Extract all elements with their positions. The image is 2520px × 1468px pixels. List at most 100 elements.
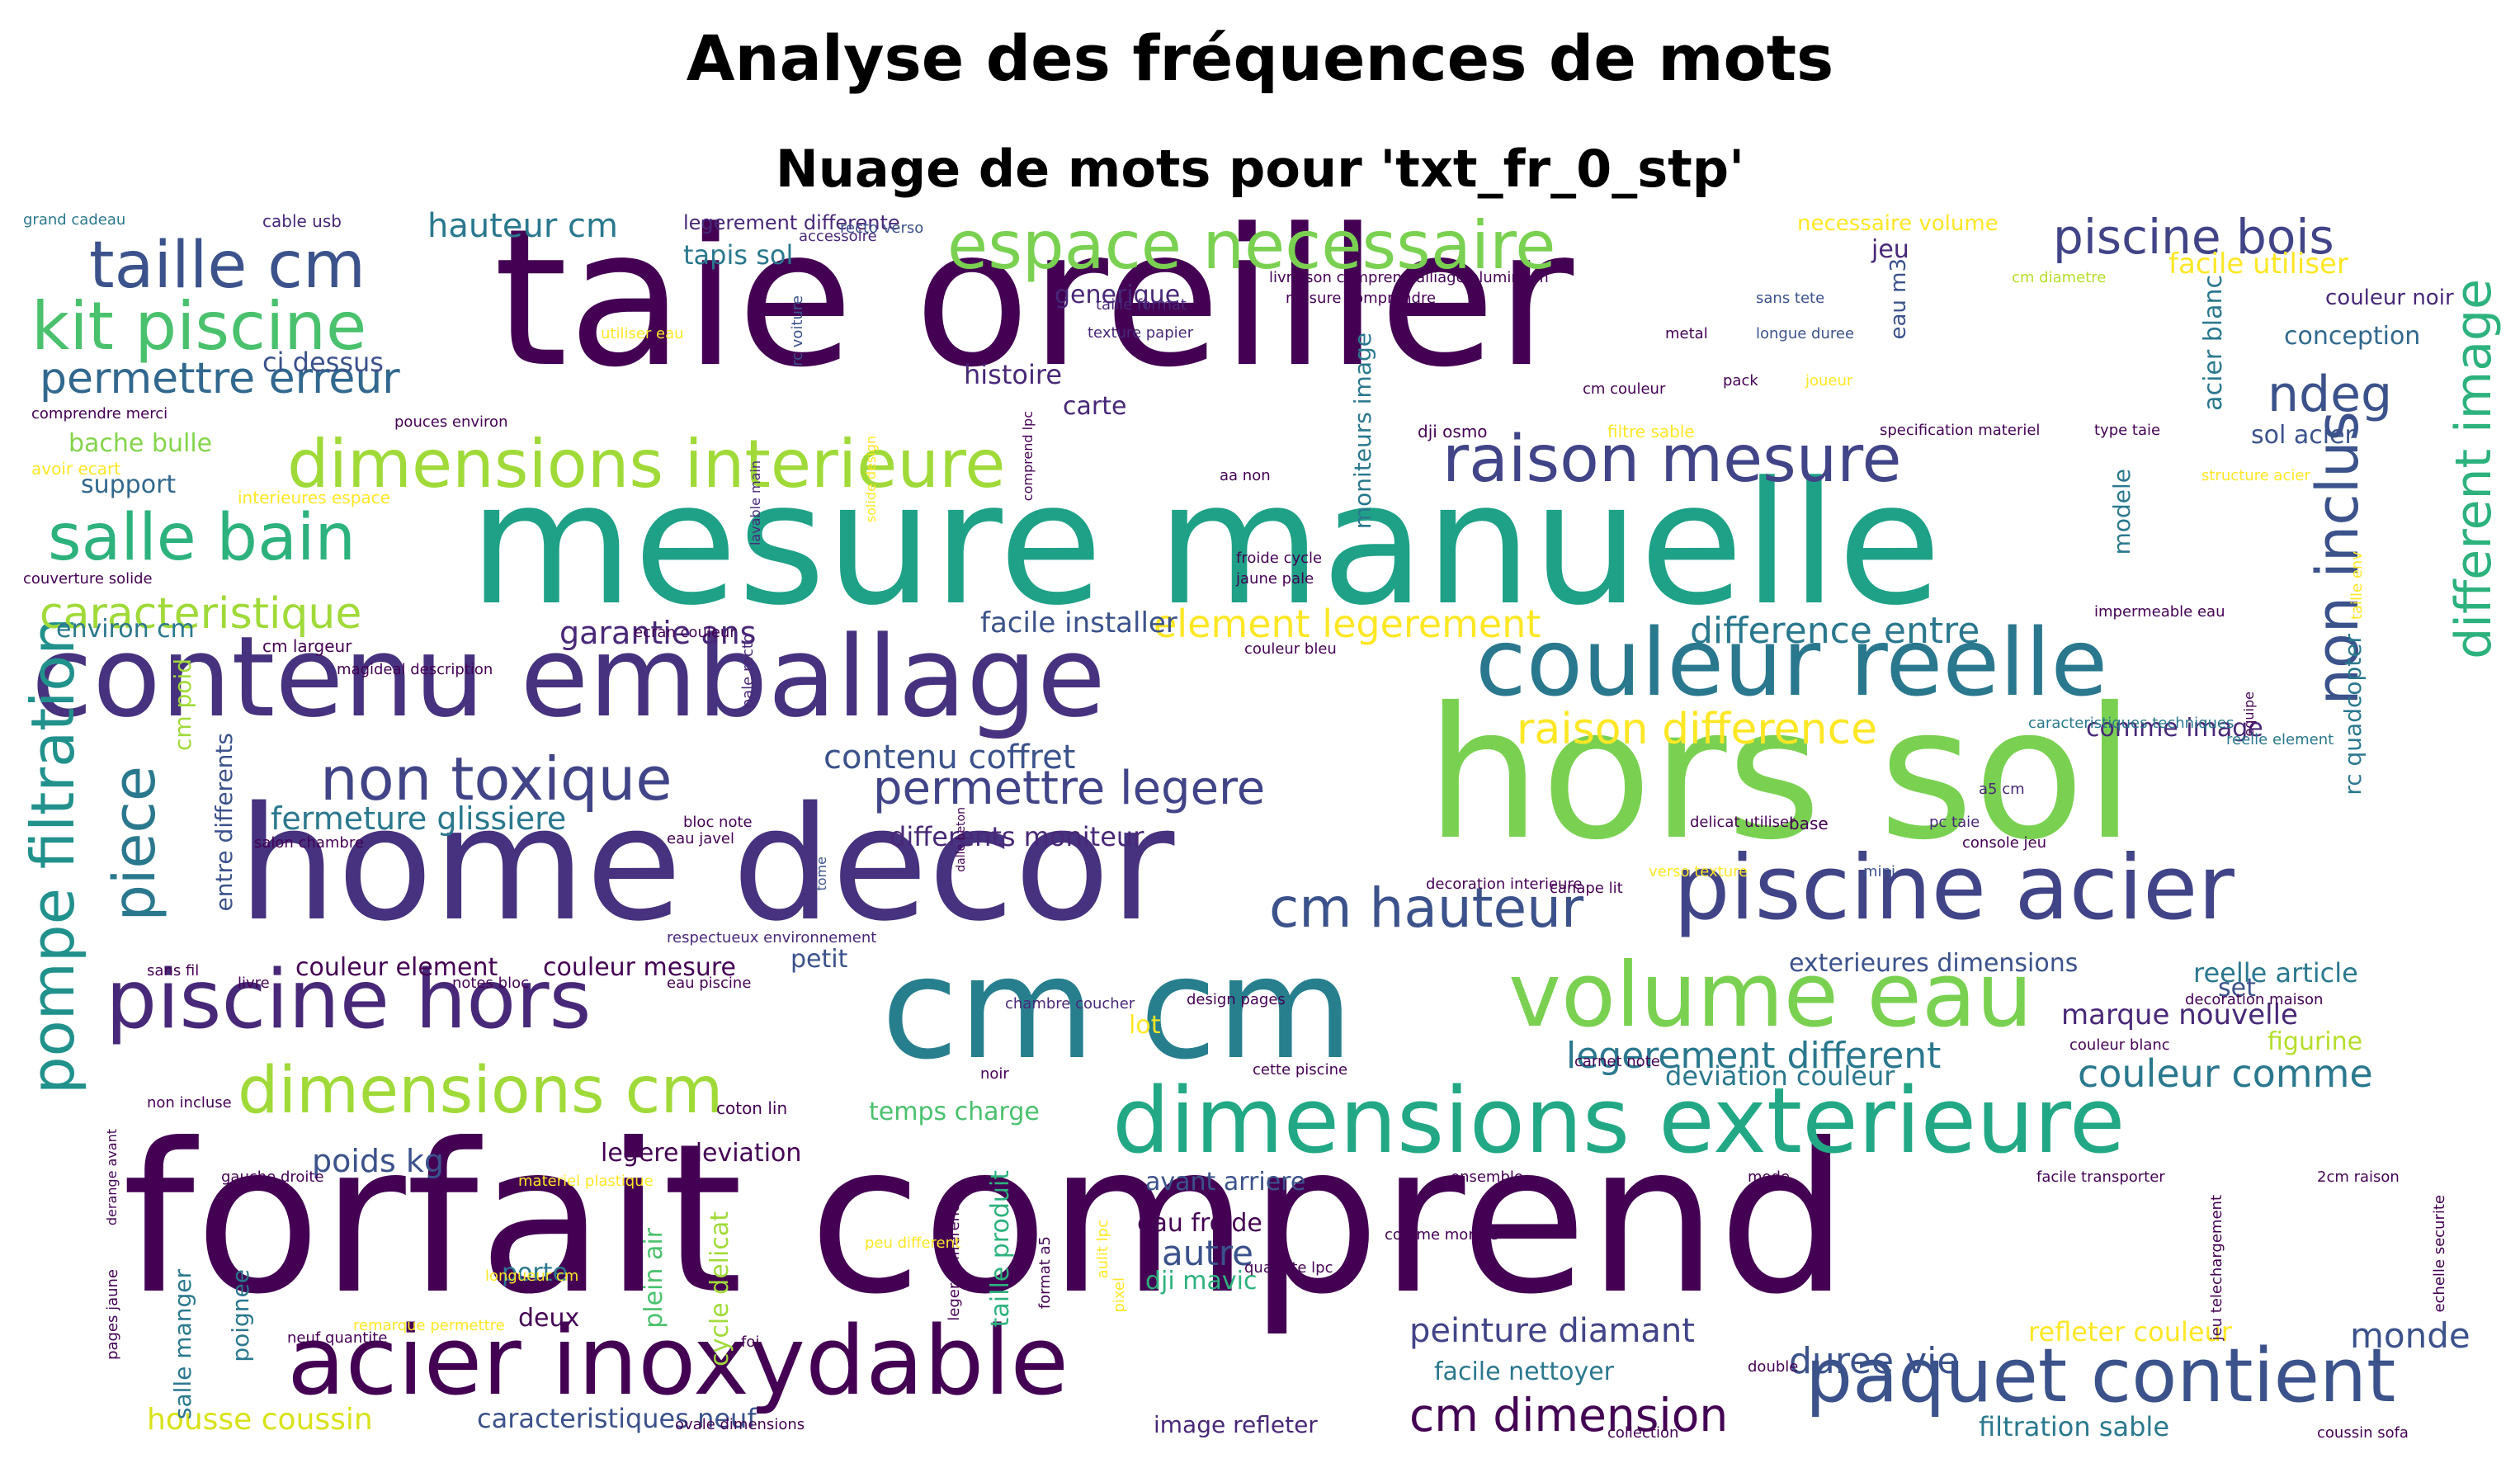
word-delicat-utiliser: delicat utiliser	[1690, 814, 1796, 831]
word-fermeture-glissiere: fermeture glissiere	[271, 800, 567, 837]
word-lavable-main: lavable main	[748, 460, 763, 546]
word-impermeable-eau: impermeable eau	[2094, 603, 2225, 621]
word-home-decor: home decor	[238, 773, 1175, 956]
word-taille-env: taille env	[2348, 551, 2366, 621]
word-conception: conception	[2284, 322, 2421, 351]
word-chambre-coucher: chambre coucher	[1005, 995, 1135, 1012]
word-couleur-blanc: couleur blanc	[2069, 1036, 2170, 1054]
word-echelle-securite: echelle securite	[2431, 1195, 2448, 1313]
word-paquet-contient: paquet contient	[1805, 1333, 2396, 1419]
word-poids-kg: poids kg	[312, 1143, 445, 1179]
word-derange-avant: derange avant	[104, 1129, 120, 1226]
word-cm-largeur: cm largeur	[262, 636, 352, 656]
word-cycle-delicat: cycle delicat	[706, 1211, 734, 1367]
word-quantite-lpc: quantite lpc	[1244, 1259, 1333, 1277]
word-facile-utiliser: facile utiliser	[2168, 248, 2348, 281]
word-espace-necessaire: espace necessaire	[947, 207, 1556, 284]
word-ensemble: ensemble	[1451, 1168, 1523, 1186]
word-mesure-comprendre: mesure comprendre	[1286, 290, 1437, 307]
word-contenu-emballage: contenu emballage	[31, 612, 1106, 742]
word-couleur-mesure: couleur mesure	[543, 953, 736, 982]
word-caracteristiques-techniques: caracteristiques techniques	[2028, 715, 2234, 732]
word-recto-verso: recto verso	[840, 219, 924, 237]
word-acier-blanc: acier blanc	[2199, 275, 2228, 411]
word-notes-bloc: notes bloc	[452, 975, 529, 992]
word-sans-tete: sans tete	[1756, 290, 1825, 307]
word-difference-entre: difference entre	[1690, 610, 1980, 652]
word-legere-difference: legere difference	[946, 1195, 963, 1321]
word-accessoire: accessoire	[799, 228, 877, 245]
word-pale-recto: pale recto	[739, 634, 757, 709]
word-taie-oreiller: taie oreiller	[493, 205, 1574, 409]
word-ndeg: ndeg	[2268, 366, 2393, 423]
word-collection: collection	[1607, 1424, 1679, 1442]
word-cloud: forfait comprend taie oreiller mesure manu…	[23, 205, 2502, 1449]
word-dimensions-interieure: dimensions interieure	[287, 426, 1006, 503]
word-noir: noir	[980, 1065, 1009, 1083]
word-ovale-dimensions: ovale dimensions	[675, 1416, 805, 1433]
word-livre: livre	[238, 975, 270, 992]
word-dji-osmo: dji osmo	[1418, 422, 1488, 441]
figure-title: Analyse des fréquences de mots	[686, 21, 1834, 95]
word-piece: piece	[101, 766, 168, 922]
word-peu-different: peu different	[865, 1234, 961, 1252]
word-duree-vie: duree vie	[1789, 1340, 1960, 1382]
word-cm-poid: cm poid	[169, 658, 196, 752]
word-decoration-interieure: decoration interieure	[1426, 876, 1583, 893]
word-mesure-manuelle: mesure manuelle	[469, 446, 1942, 643]
word-caracteristiques-neuf: caracteristiques neuf	[477, 1403, 757, 1434]
word-eau-piscine: eau piscine	[667, 975, 752, 992]
word-carnet-note: carnet note	[1574, 1053, 1660, 1070]
word-verso-texture: verso texture	[1649, 863, 1748, 880]
word-hauteur-cm: hauteur cm	[427, 207, 618, 245]
word-plein-air: plein air	[639, 1228, 668, 1329]
word-non-incluse: non incluse	[147, 1094, 232, 1112]
word-acier-inoxydable: acier inoxydable	[287, 1306, 1069, 1417]
word-cette-piscine: cette piscine	[1253, 1061, 1348, 1079]
word-double: double	[1748, 1358, 1799, 1376]
word-pages-jaune: pages jaune	[104, 1269, 121, 1360]
word-legerement-differente: legerement differente	[683, 211, 900, 234]
word-necessaire-volume: necessaire volume	[1797, 211, 1999, 236]
word-deux: deux	[518, 1304, 580, 1333]
word-raison-mesure: raison mesure	[1442, 422, 1902, 497]
word-jeu-telechargement: jeu telechargement	[2208, 1195, 2225, 1341]
word-piscine-hors: piscine hors	[106, 953, 592, 1047]
word-taille-cm: taille cm	[89, 229, 366, 303]
figure-subtitle: Nuage de mots pour 'txt_fr_0_stp'	[775, 139, 1745, 199]
word-cm-diametre: cm diametre	[2012, 269, 2107, 286]
word-legerement-different: legerement different	[1566, 1035, 1942, 1077]
word-base: base	[1789, 814, 1829, 833]
word-housse-coussin: housse coussin	[147, 1403, 373, 1437]
word-console-jeu: console jeu	[1962, 834, 2046, 852]
word-porte: porte	[502, 1258, 568, 1287]
word-eau-froide: eau froide	[1137, 1209, 1262, 1238]
word-differents-moniteur: differents moniteur	[890, 821, 1144, 852]
word-eau-m3: eau m3	[1886, 258, 1911, 340]
word-rc-quadcopter: rc quadcopter	[2339, 634, 2367, 795]
word-permettre-erreur: permettre erreur	[40, 354, 400, 404]
word-cm-cm: cm cm	[881, 928, 1354, 1091]
word-carte: carte	[1063, 392, 1127, 421]
word-raison-difference: raison difference	[1517, 705, 1878, 754]
word-tapis-sol: tapis sol	[683, 239, 794, 271]
word-dimensions-cm: dimensions cm	[238, 1054, 724, 1128]
word-coton-lin: coton lin	[716, 1098, 788, 1118]
word-volume-eau: volume eau	[1508, 944, 2033, 1047]
word-tome: tome	[814, 857, 829, 891]
word-comprendre-merci: comprendre merci	[31, 405, 168, 422]
word-solide-design: solide design	[863, 436, 879, 523]
word-a5-cm: a5 cm	[1979, 781, 2025, 798]
word-facile-nettoyer: facile nettoyer	[1434, 1357, 1614, 1386]
word-support: support	[81, 470, 177, 499]
word-jeu: jeu	[1871, 235, 1909, 264]
word-avoir-ecart: avoir ecart	[31, 459, 121, 479]
word-aa-non: aa non	[1220, 467, 1271, 484]
word-mini: mini	[1863, 863, 1895, 880]
word-coussin-sofa: coussin sofa	[2317, 1424, 2409, 1442]
word-couleur-noir: couleur noir	[2325, 286, 2454, 310]
word-longueur-cm: longueur cm	[485, 1267, 579, 1285]
word-bache-bulle: bache bulle	[68, 429, 213, 458]
word-entre-differents: entre differents	[210, 733, 238, 912]
word-cm-hauteur: cm hauteur	[1269, 876, 1584, 940]
